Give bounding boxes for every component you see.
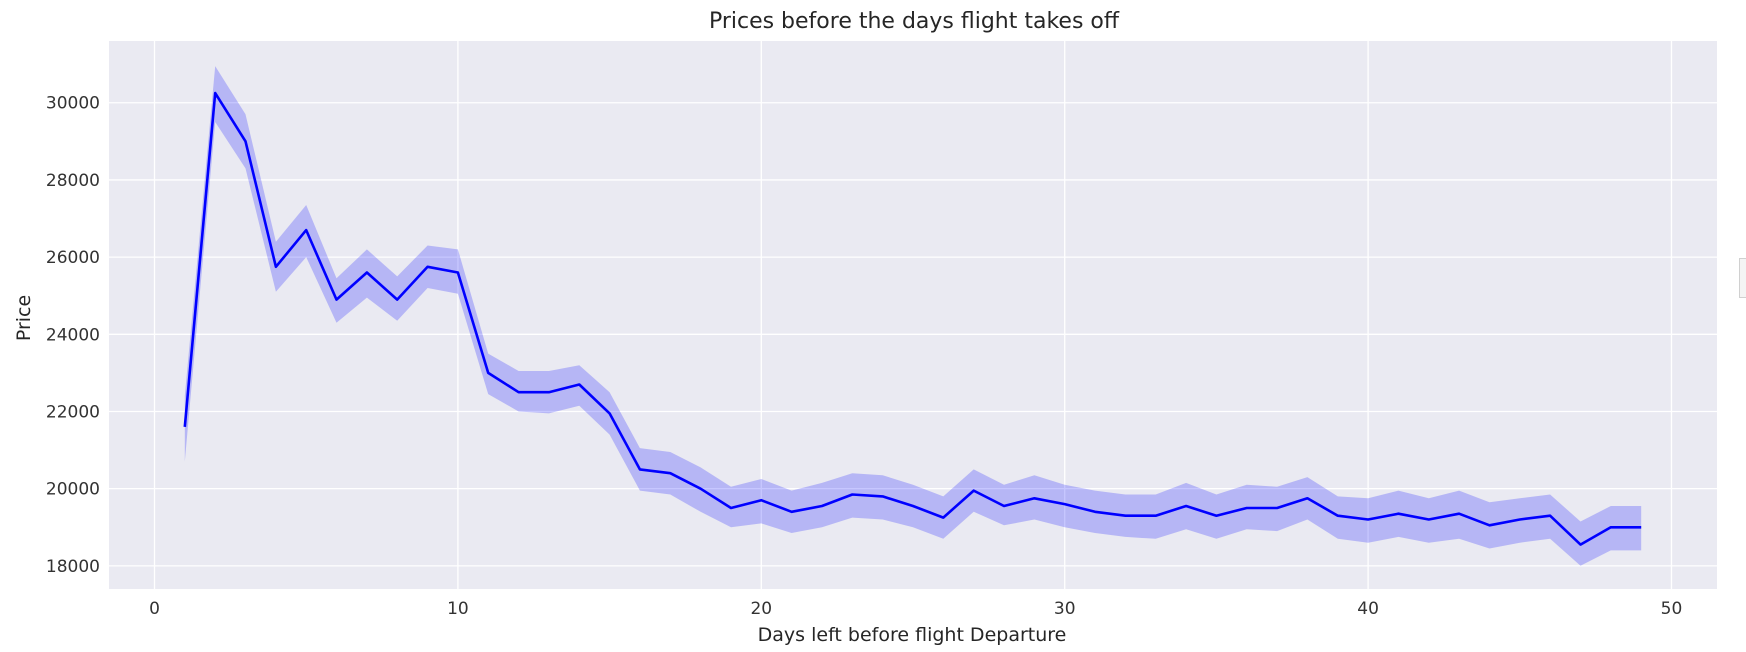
grid-lines xyxy=(109,41,1717,589)
plot-area xyxy=(109,41,1717,589)
y-tick-label: 20000 xyxy=(46,480,100,500)
x-tick-label: 20 xyxy=(750,599,772,619)
x-tick-label: 40 xyxy=(1357,599,1379,619)
y-tick-label: 26000 xyxy=(46,248,100,268)
price-line xyxy=(183,91,1642,546)
confidence-band-layer xyxy=(184,66,1642,566)
chart-title: Prices before the days flight takes off xyxy=(709,9,1120,34)
y-tick-label: 30000 xyxy=(46,94,100,114)
y-axis-label: Price xyxy=(13,295,35,341)
x-axis-label: Days left before flight Departure xyxy=(758,624,1067,646)
x-tick-label: 30 xyxy=(1054,599,1076,619)
x-tick-label: 10 xyxy=(447,599,469,619)
y-tick-label: 24000 xyxy=(46,325,100,345)
x-tick-label: 50 xyxy=(1661,599,1683,619)
confidence-band xyxy=(184,66,1642,566)
y-tick-label: 28000 xyxy=(46,171,100,191)
x-axis-ticks: 0 10 20 30 40 50 xyxy=(149,599,1682,619)
side-panel-handle[interactable] xyxy=(1739,258,1746,298)
y-axis-ticks: 18000 20000 22000 24000 26000 28000 30000 xyxy=(46,94,100,577)
y-tick-label: 22000 xyxy=(46,402,100,422)
x-tick-label: 0 xyxy=(149,599,160,619)
y-tick-label: 18000 xyxy=(46,557,100,577)
price-line-layer xyxy=(183,91,1642,546)
